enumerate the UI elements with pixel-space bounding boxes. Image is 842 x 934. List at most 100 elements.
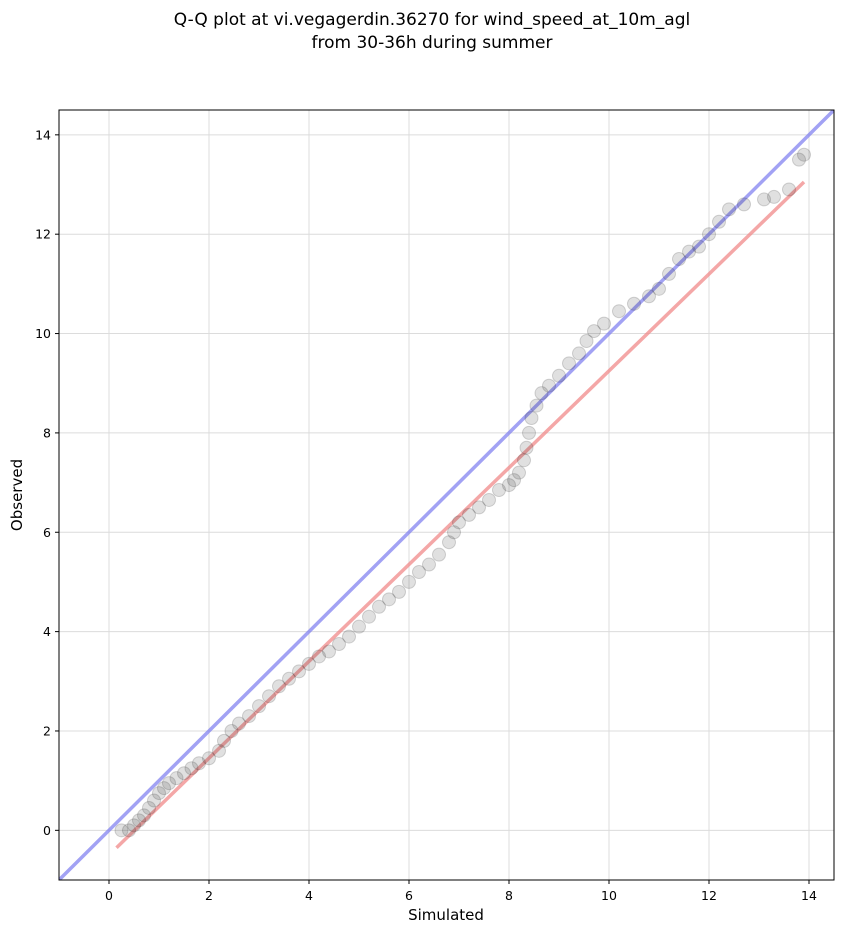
quantile-point xyxy=(312,649,326,664)
quantile-point xyxy=(447,525,461,540)
quantile-point xyxy=(722,202,736,217)
y-tick-label: 0 xyxy=(43,823,51,838)
chart-title-line-1: Q-Q plot at vi.vegagerdin.36270 for wind… xyxy=(174,10,690,30)
quantile-point xyxy=(322,644,336,659)
quantile-point xyxy=(137,808,151,823)
quantile-point xyxy=(672,252,686,267)
quantile-point xyxy=(507,473,521,488)
quantile-point xyxy=(177,766,191,781)
quantile-point xyxy=(372,599,386,614)
quantile-point xyxy=(702,227,716,242)
quantile-point xyxy=(114,823,129,838)
quantile-point xyxy=(522,425,536,440)
quantile-point xyxy=(217,733,231,748)
quantile-point xyxy=(302,656,316,671)
quantile-point xyxy=(122,823,136,838)
quantile-point xyxy=(402,574,416,589)
quantile-point xyxy=(519,440,534,455)
quantile-point xyxy=(352,619,366,634)
quantile-point xyxy=(292,664,306,679)
chart-title-line-2: from 30-36h during summer xyxy=(312,33,553,53)
quantile-point xyxy=(492,483,506,498)
quantile-point xyxy=(162,776,176,791)
quantile-point xyxy=(682,244,696,259)
quantile-point xyxy=(132,813,146,828)
y-axis-label: Observed xyxy=(8,459,26,531)
quantile-point xyxy=(452,515,466,530)
x-tick-label: 14 xyxy=(801,888,817,903)
quantile-point xyxy=(712,214,726,229)
quantile-point xyxy=(472,500,486,515)
quantile-point xyxy=(597,316,611,331)
quantile-point xyxy=(202,751,216,766)
quantile-point xyxy=(782,182,796,197)
quantile-point xyxy=(542,378,556,393)
quantile-point xyxy=(224,723,239,738)
x-tick-label: 6 xyxy=(405,888,413,903)
x-tick-label: 10 xyxy=(601,888,617,903)
quantile-point xyxy=(192,756,206,771)
quantile-point xyxy=(579,334,594,348)
fit-line xyxy=(115,180,806,849)
quantile-point xyxy=(502,478,516,493)
quantile-point xyxy=(462,507,476,522)
quantile-point xyxy=(282,671,296,686)
quantile-point xyxy=(142,800,156,815)
quantile-point xyxy=(757,192,771,207)
quantile-point xyxy=(232,716,246,731)
quantile-point xyxy=(332,637,346,652)
quantile-point xyxy=(512,465,526,480)
plot-frame xyxy=(58,109,835,881)
quantile-point xyxy=(382,592,396,607)
quantile-point xyxy=(627,296,641,311)
quantile-point xyxy=(792,152,806,167)
quantile-point xyxy=(442,535,456,550)
quantile-point xyxy=(767,189,781,204)
x-tick-label: 8 xyxy=(505,888,513,903)
y-tick-label: 10 xyxy=(35,326,51,341)
quantile-point xyxy=(529,398,544,413)
quantile-point xyxy=(524,411,539,425)
quantile-point xyxy=(552,368,566,383)
quantile-point xyxy=(184,761,199,776)
quantile-point xyxy=(152,786,166,801)
quantile-point xyxy=(517,453,531,468)
quantile-point xyxy=(737,197,751,212)
quantile-point xyxy=(412,565,426,579)
quantile-point xyxy=(212,743,226,758)
quantile-point xyxy=(422,557,436,572)
quantile-point xyxy=(692,239,706,254)
plot-area xyxy=(59,110,834,880)
y-axis-ticks: 0 2 4 6 8 10 12 14 xyxy=(35,127,59,838)
x-axis-label: Simulated xyxy=(408,906,484,924)
y-tick-label: 6 xyxy=(43,525,51,540)
quantile-point xyxy=(362,609,376,624)
quantile-point xyxy=(157,781,171,796)
quantile-point xyxy=(652,281,666,296)
quantile-point xyxy=(534,386,549,401)
y-tick-label: 8 xyxy=(43,425,51,440)
x-tick-label: 2 xyxy=(205,888,213,903)
quantile-point xyxy=(242,709,256,724)
quantile-point xyxy=(587,324,601,339)
quantile-point xyxy=(127,818,141,833)
quantile-point xyxy=(662,266,676,281)
y-tick-label: 2 xyxy=(43,723,51,738)
quantile-point xyxy=(562,356,576,371)
quantile-point xyxy=(642,289,656,304)
quantile-point xyxy=(392,584,406,599)
quantile-point xyxy=(482,492,496,507)
quantile-point xyxy=(342,629,356,644)
y-tick-label: 4 xyxy=(43,624,51,639)
quantile-point xyxy=(147,793,161,808)
quantile-point xyxy=(572,346,586,361)
x-tick-label: 0 xyxy=(105,888,113,903)
identity-line xyxy=(59,110,834,880)
quantile-point xyxy=(169,771,184,786)
x-axis-ticks: 0 2 4 6 8 10 12 14 xyxy=(105,880,817,903)
quantile-point xyxy=(272,679,286,694)
quantile-point xyxy=(797,147,811,162)
y-tick-label: 14 xyxy=(35,127,51,142)
quantile-point xyxy=(432,547,446,562)
